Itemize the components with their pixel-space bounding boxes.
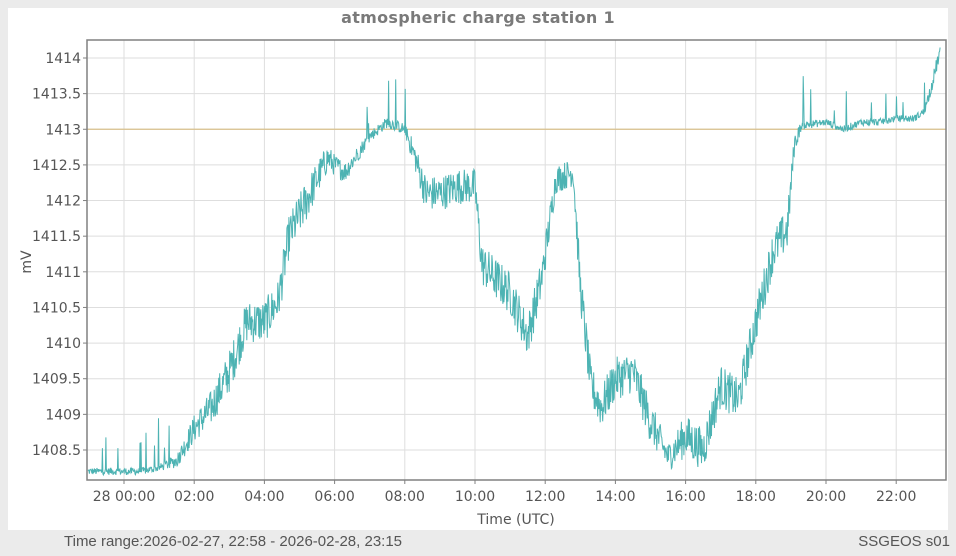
y-tick-label: 1410.5 (32, 300, 81, 316)
x-tick-label: 06:00 (314, 489, 354, 505)
x-tick-label: 28 00:00 (93, 489, 156, 505)
chart-title: atmospheric charge station 1 (341, 8, 615, 27)
station-id: SSGEOS s01 (858, 533, 950, 550)
time-range: Time range:2026-02-27, 22:58 - 2026-02-2… (64, 533, 402, 550)
y-tick-label: 1413.5 (32, 87, 81, 103)
x-tick-label: 10:00 (455, 489, 495, 505)
y-tick-label: 1411.5 (32, 229, 81, 245)
y-tick-label: 1413 (45, 122, 81, 138)
y-axis-label: mV (19, 250, 35, 274)
x-tick-label: 08:00 (385, 489, 425, 505)
x-tick-label: 02:00 (174, 489, 214, 505)
x-axis-label: Time (UTC) (476, 512, 554, 528)
y-tick-label: 1409 (45, 407, 81, 423)
chart-panel (8, 8, 948, 530)
y-axis: 1414 1413.5 1413 1412.5 1412 1411.5 1411 1410.5… (32, 51, 87, 459)
x-tick-label: 14:00 (595, 489, 635, 505)
y-tick-label: 1412.5 (32, 158, 81, 174)
y-tick-label: 1408.5 (32, 443, 81, 459)
x-tick-label: 12:00 (525, 489, 565, 505)
data-series-line (87, 47, 941, 477)
x-tick-label: 20:00 (806, 489, 846, 505)
y-tick-label: 1410 (45, 336, 81, 352)
x-tick-label: 16:00 (665, 489, 705, 505)
x-axis: 28 00:00 02:00 04:00 06:00 08:00 10:00 12:00 14… (93, 480, 916, 505)
time-range-label: Time range: (64, 533, 144, 550)
time-range-value: 2026-02-27, 22:58 - 2026-02-28, 23:15 (143, 533, 403, 550)
y-tick-label: 1412 (45, 194, 81, 210)
x-tick-label: 18:00 (736, 489, 776, 505)
y-tick-label: 1414 (45, 51, 81, 67)
y-tick-label: 1409.5 (32, 372, 81, 388)
plot-frame (86, 39, 947, 481)
grid (87, 40, 946, 480)
x-tick-label: 04:00 (244, 489, 284, 505)
y-tick-label: 1411 (45, 265, 81, 281)
x-tick-label: 22:00 (876, 489, 916, 505)
